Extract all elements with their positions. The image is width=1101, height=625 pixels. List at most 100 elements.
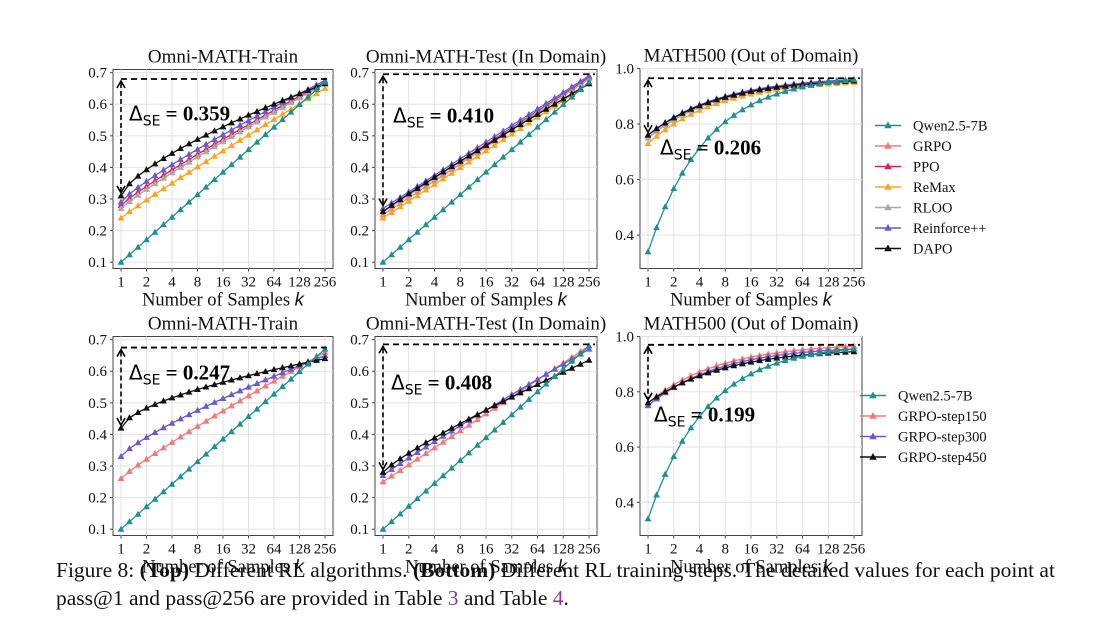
data-point — [296, 368, 303, 375]
data-point — [126, 414, 133, 421]
data-point — [816, 80, 824, 87]
data-point — [194, 145, 201, 152]
legend-label: GRPO-step300 — [898, 430, 987, 446]
y-tick-label: 0.5 — [350, 129, 369, 145]
x-tick-label: 32 — [504, 542, 519, 558]
data-point — [219, 394, 227, 401]
x-tick-label: 64 — [530, 275, 546, 291]
y-tick-label: 0.7 — [88, 333, 107, 349]
chart-b2: 0.1 0.2 0.3 0.4 0.5 0.6 0.7 1 2 4 8 16 32 64 128 256 Omn… — [350, 314, 606, 578]
data-point — [738, 375, 746, 382]
data-point — [279, 103, 286, 110]
data-point — [525, 119, 533, 126]
data-point — [228, 376, 235, 383]
data-point — [773, 359, 781, 366]
y-tick-label: 0.3 — [88, 192, 107, 208]
data-point — [439, 175, 447, 182]
y-tick-label: 0.6 — [350, 364, 369, 380]
legend-label: GRPO-step450 — [898, 450, 987, 466]
data-point — [134, 461, 142, 468]
data-point — [473, 410, 481, 418]
x-axis-label: Number of Samples k — [670, 556, 834, 578]
data-point — [439, 438, 447, 445]
data-point — [534, 110, 541, 117]
data-point — [534, 123, 541, 130]
data-point — [576, 86, 584, 93]
data-point — [379, 468, 387, 475]
data-point — [245, 131, 252, 138]
table-4-link[interactable]: 4 — [552, 586, 564, 610]
data-point — [456, 427, 464, 434]
x-tick-label: 8 — [194, 542, 202, 558]
data-point — [126, 194, 133, 201]
delta-se-label: ΔSE = 0.247 — [129, 361, 230, 389]
data-point — [270, 390, 278, 397]
data-point — [568, 86, 576, 93]
data-point — [696, 144, 703, 151]
data-point — [321, 351, 329, 358]
data-point — [551, 100, 559, 107]
data-point — [211, 143, 218, 150]
data-point — [473, 415, 481, 423]
y-tick-label: 0.6 — [615, 440, 634, 456]
y-tick-label: 0.3 — [350, 192, 369, 208]
data-point — [773, 83, 781, 90]
legend-swatch-marker — [884, 162, 892, 170]
y-tick-label: 0.5 — [88, 396, 107, 412]
data-point — [525, 380, 533, 387]
data-point — [177, 163, 184, 170]
data-point — [431, 173, 438, 180]
data-point — [177, 473, 184, 480]
x-tick-label: 1 — [117, 275, 125, 291]
data-point — [508, 130, 516, 137]
data-point — [287, 93, 295, 100]
data-point — [160, 221, 167, 228]
data-point — [747, 101, 755, 108]
legend-label: DAPO — [913, 242, 952, 258]
data-point — [211, 443, 218, 450]
data-point — [644, 515, 652, 522]
data-point — [194, 163, 201, 170]
data-point — [448, 198, 456, 205]
data-point — [516, 124, 524, 131]
data-point — [279, 383, 286, 390]
series-qwen2-5-7b — [644, 76, 858, 255]
y-tick-label: 0.6 — [88, 97, 107, 113]
data-point — [738, 106, 746, 113]
data-point — [491, 133, 499, 140]
data-point — [134, 202, 142, 209]
legend-swatch-marker — [884, 142, 892, 149]
data-point — [236, 374, 244, 381]
data-point — [670, 185, 678, 192]
legend-label: ReMax — [913, 180, 956, 196]
y-tick-label: 0.5 — [88, 129, 107, 145]
data-point — [396, 466, 404, 474]
data-point — [482, 406, 490, 413]
data-point — [253, 405, 261, 412]
data-point — [585, 78, 593, 85]
data-point — [687, 105, 695, 112]
data-point — [653, 224, 661, 231]
data-point — [379, 258, 387, 265]
data-point — [551, 94, 559, 101]
data-point — [687, 156, 695, 163]
data-point — [568, 364, 576, 371]
data-point — [177, 155, 184, 163]
data-point — [296, 101, 303, 108]
x-tick-label: 1 — [644, 275, 652, 291]
data-point — [448, 424, 456, 431]
chart-t2: 0.1 0.2 0.3 0.4 0.5 0.6 0.7 1 2 4 8 16 32 64 128 256 Omn… — [350, 47, 606, 311]
data-point — [194, 458, 201, 465]
x-tick-label: 256 — [314, 275, 337, 291]
legend-item: PPO — [875, 160, 940, 176]
data-point — [413, 191, 421, 199]
table-3-link[interactable]: 3 — [447, 586, 459, 610]
data-point — [499, 127, 507, 134]
data-point — [781, 82, 789, 89]
data-point — [678, 115, 686, 122]
data-point — [194, 191, 201, 198]
data-point — [143, 185, 150, 192]
data-point — [117, 525, 125, 532]
data-point — [185, 140, 193, 147]
x-tick-label: 1 — [379, 275, 387, 291]
